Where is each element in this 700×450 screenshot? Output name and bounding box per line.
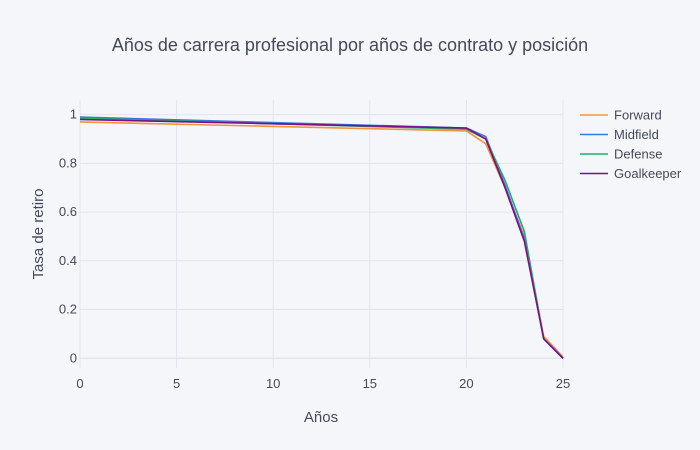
legend-label: Defense: [614, 147, 662, 162]
x-tick-label: 15: [363, 376, 377, 391]
y-tick-label: 1: [70, 107, 77, 122]
legend-item-goalkeeper[interactable]: Goalkeeper: [580, 166, 682, 181]
legend: Forward Midfield Defense Goalkeeper: [580, 108, 682, 181]
legend-label: Goalkeeper: [614, 166, 682, 181]
legend-item-midfield[interactable]: Midfield: [580, 127, 659, 142]
y-axis-title: Tasa de retiro: [30, 189, 47, 280]
y-axis-ticks: 0 0.2 0.4 0.6 0.8 1: [59, 107, 77, 366]
x-tick-label: 10: [266, 376, 280, 391]
x-axis-title: Años: [304, 409, 338, 426]
chart-title: Años de carrera profesional por años de …: [112, 35, 588, 55]
y-tick-label: 0.6: [59, 204, 77, 219]
legend-label: Midfield: [614, 127, 659, 142]
y-tick-label: 0: [70, 350, 77, 365]
x-tick-label: 20: [459, 376, 473, 391]
series-line-goalkeeper: [79, 118, 564, 359]
x-axis-ticks: 0 5 10 15 20 25: [76, 376, 570, 391]
y-tick-label: 0.4: [59, 253, 77, 268]
x-tick-label: 5: [173, 376, 180, 391]
series-lines: [79, 116, 564, 359]
y-tick-label: 0.2: [59, 302, 77, 317]
series-line-forward: [79, 121, 564, 358]
legend-item-forward[interactable]: Forward: [580, 108, 662, 123]
y-tick-label: 0.8: [59, 155, 77, 170]
legend-item-defense[interactable]: Defense: [580, 147, 662, 162]
grid: [79, 100, 564, 368]
legend-label: Forward: [614, 108, 662, 123]
x-tick-label: 0: [76, 376, 83, 391]
x-tick-label: 25: [556, 376, 570, 391]
